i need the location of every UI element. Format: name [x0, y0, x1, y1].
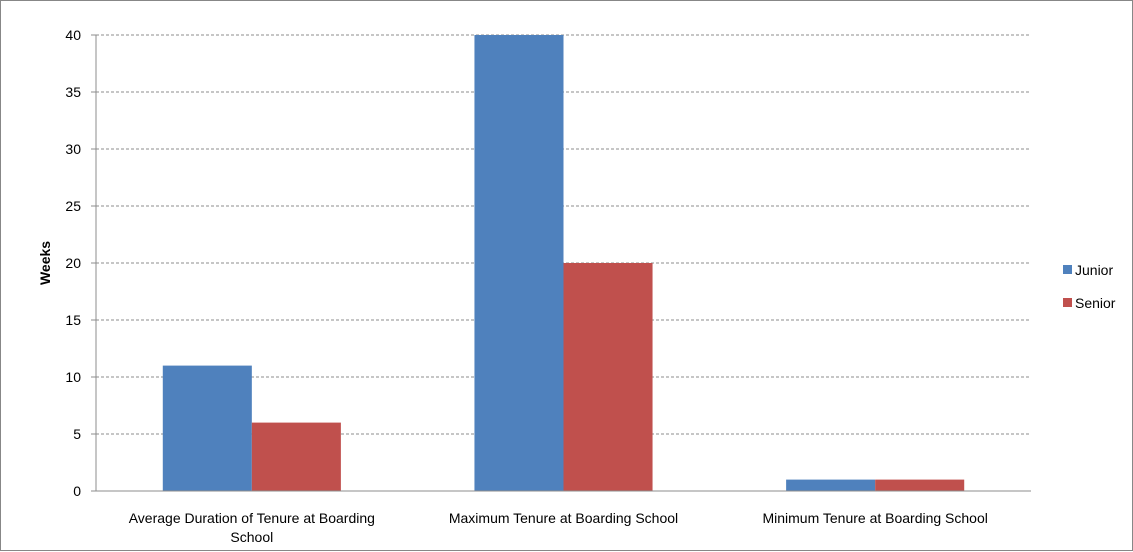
bar-senior-0	[251, 422, 341, 491]
legend-swatch-senior	[1063, 298, 1072, 307]
x-category-label-2: Minimum Tenure at Boarding School	[762, 510, 987, 526]
y-tick-label-35: 35	[65, 84, 81, 100]
bars	[162, 35, 965, 491]
bar-junior-2	[786, 479, 876, 491]
y-axis-title: Weeks	[37, 241, 53, 285]
legend-swatch-junior	[1063, 265, 1072, 274]
axes	[91, 34, 1031, 492]
y-tick-label-20: 20	[65, 255, 81, 271]
x-category-label-0-line-1: School	[230, 529, 273, 545]
bar-junior-0	[162, 365, 252, 491]
y-tick-label-10: 10	[65, 369, 81, 385]
x-category-label-1: Maximum Tenure at Boarding School	[449, 510, 678, 526]
y-tick-label-30: 30	[65, 141, 81, 157]
x-category-label-0-line-0: Average Duration of Tenure at Boarding	[129, 510, 375, 526]
legend-label-junior: Junior	[1075, 262, 1113, 278]
y-tick-label-40: 40	[65, 27, 81, 43]
legend: Junior Senior	[1063, 262, 1116, 311]
bar-senior-2	[875, 479, 965, 491]
axis-labels: 0 5 10 15 20 25 30 35 40 Average Duration of Tenu…	[37, 27, 988, 545]
legend-label-senior: Senior	[1075, 295, 1116, 311]
y-tick-label-5: 5	[73, 426, 81, 442]
bar-junior-1	[474, 35, 564, 491]
bar-senior-1	[563, 263, 653, 491]
y-tick-label-0: 0	[73, 483, 81, 499]
y-tick-label-15: 15	[65, 312, 81, 328]
y-tick-label-25: 25	[65, 198, 81, 214]
